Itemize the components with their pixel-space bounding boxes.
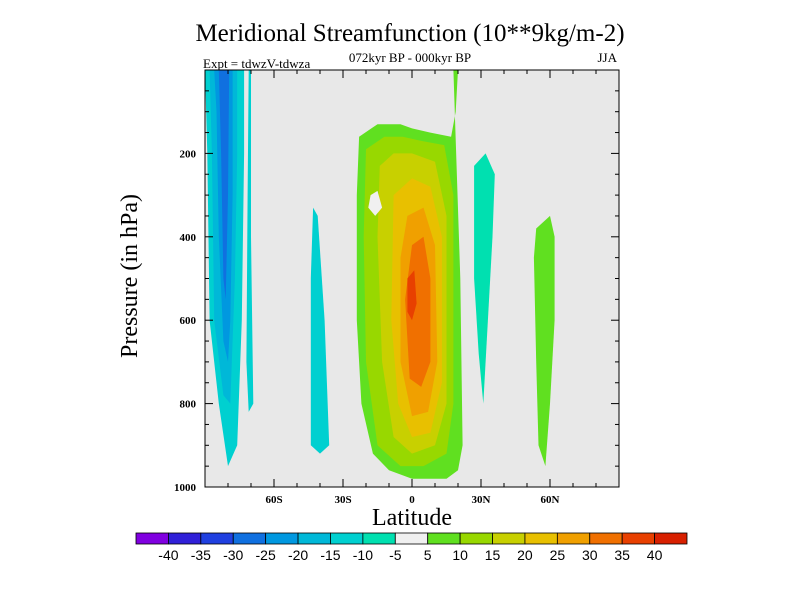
x-tick-label-0: 60S bbox=[265, 494, 282, 506]
colorbar-label-9: 10 bbox=[452, 547, 468, 563]
colorbar-swatch-11 bbox=[492, 532, 526, 545]
colorbar-swatch-13 bbox=[556, 532, 591, 545]
colorbar-label-14: 35 bbox=[614, 547, 630, 563]
colorbar-label-15: 40 bbox=[647, 547, 663, 563]
colorbar-swatch-9 bbox=[427, 532, 461, 545]
contour-region-12 bbox=[407, 270, 417, 321]
y-tick-label-3: 800 bbox=[180, 399, 197, 411]
subtitle-center: 072kyr BP - 000kyr BP bbox=[349, 50, 471, 65]
contour-region-5 bbox=[310, 207, 330, 454]
chart-title: Meridional Streamfunction (10**9kg/m-2) bbox=[195, 20, 624, 47]
x-tick-label-3: 30N bbox=[472, 494, 491, 506]
y-tick-label-0: 200 bbox=[180, 148, 197, 160]
axes: 200 400 600 800 1000 60S 30S 0 30N 60N bbox=[174, 69, 620, 506]
colorbar-swatch-16 bbox=[654, 532, 688, 545]
y-tick-label-4: 1000 bbox=[174, 482, 197, 494]
colorbar-swatch-15 bbox=[621, 532, 655, 545]
colorbar-label-11: 20 bbox=[517, 547, 533, 563]
y-tick-label-2: 600 bbox=[180, 315, 197, 327]
colorbar-label-10: 15 bbox=[485, 547, 501, 563]
colorbar-swatch-10 bbox=[459, 532, 493, 545]
colorbar-label-12: 25 bbox=[550, 547, 566, 563]
subtitle-right: JJA bbox=[597, 50, 617, 65]
colorbar-label-1: -35 bbox=[191, 547, 211, 563]
colorbar-swatch-1 bbox=[168, 532, 202, 545]
colorbar-swatch-3 bbox=[232, 532, 267, 545]
subtitle-left: Expt = tdwzV-tdwza bbox=[203, 56, 310, 71]
colorbar-label-8: 5 bbox=[424, 547, 432, 563]
colorbar-swatch-0 bbox=[135, 532, 169, 545]
y-tick-label-1: 400 bbox=[180, 232, 197, 244]
colorbar-swatch-14 bbox=[589, 532, 623, 545]
colorbar-label-3: -25 bbox=[256, 547, 276, 563]
colorbar-label-2: -30 bbox=[223, 547, 243, 563]
contour-region-3 bbox=[218, 70, 230, 300]
plot-area bbox=[205, 70, 619, 487]
colorbar-label-13: 30 bbox=[582, 547, 598, 563]
colorbar-swatch-7 bbox=[362, 532, 396, 545]
y-axis-title: Pressure (in hPa) bbox=[117, 194, 143, 358]
colorbar-label-0: -40 bbox=[158, 547, 178, 563]
colorbar: -40 -35 -30 -25 -20 -15 -10 -5 5 10 15 20 25 30 35 40 bbox=[135, 532, 688, 563]
colorbar-swatch-8 bbox=[394, 532, 429, 545]
contour-region-13 bbox=[474, 153, 495, 404]
x-tick-label-4: 60N bbox=[541, 494, 560, 506]
x-tick-label-2: 0 bbox=[409, 494, 415, 506]
colorbar-label-6: -10 bbox=[353, 547, 373, 563]
colorbar-swatch-12 bbox=[524, 532, 558, 545]
colorbar-swatch-4 bbox=[265, 532, 299, 545]
colorbar-swatch-6 bbox=[330, 532, 364, 545]
contour-region-4 bbox=[246, 70, 254, 412]
colorbar-swatch-5 bbox=[297, 532, 331, 545]
contour-region-14 bbox=[533, 215, 555, 467]
x-axis-title: Latitude bbox=[372, 505, 452, 531]
x-tick-label-1: 30S bbox=[334, 494, 351, 506]
contour-region-15 bbox=[368, 190, 383, 216]
colorbar-swatch-2 bbox=[200, 532, 234, 545]
colorbar-label-4: -20 bbox=[288, 547, 308, 563]
colorbar-label-7: -5 bbox=[389, 547, 402, 563]
colorbar-label-5: -15 bbox=[320, 547, 340, 563]
